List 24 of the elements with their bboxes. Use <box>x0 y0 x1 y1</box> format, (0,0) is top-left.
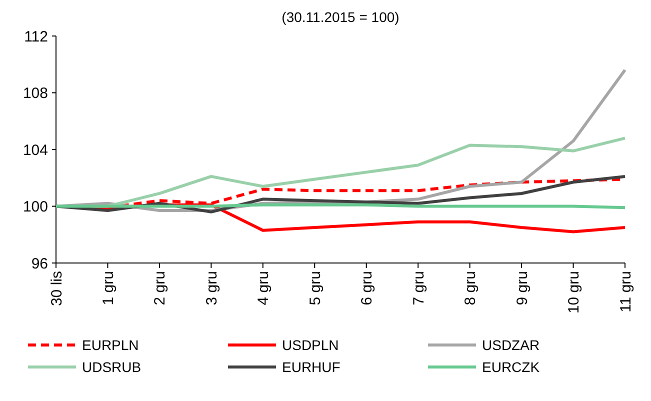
x-tick-label: 1 gru <box>100 271 117 306</box>
legend-label: USDZAR <box>482 336 540 353</box>
y-tick-label: 108 <box>22 85 48 102</box>
y-tick-label: 104 <box>22 142 48 159</box>
y-tick-label: 100 <box>22 198 48 216</box>
y-tick-label: 96 <box>31 255 48 272</box>
x-tick-label: 10 gru <box>566 271 583 314</box>
x-tick-label: 2 gru <box>152 271 169 306</box>
x-tick-label: 11 gru <box>617 271 634 312</box>
x-tick-label: 5 gru <box>306 271 324 306</box>
x-tick-label: 30 lis <box>48 271 66 306</box>
legend-label: EURPLN <box>82 336 139 353</box>
x-tick-label: 8 gru <box>462 271 480 306</box>
legend-label: UDSRUB <box>82 358 142 375</box>
x-tick-label: 3 gru <box>203 271 220 306</box>
legend-label: USDPLN <box>282 336 339 353</box>
chart-title: (30.11.2015 = 100) <box>282 9 400 25</box>
y-tick-label: 112 <box>24 28 48 46</box>
x-tick-label: 9 gru <box>514 271 531 306</box>
legend-label: EURHUF <box>282 358 340 375</box>
x-tick-label: 7 gru <box>410 271 428 306</box>
x-tick-label: 6 gru <box>358 271 376 306</box>
x-tick-label: 4 gru <box>255 271 272 306</box>
legend-label: EURCZK <box>482 358 540 375</box>
